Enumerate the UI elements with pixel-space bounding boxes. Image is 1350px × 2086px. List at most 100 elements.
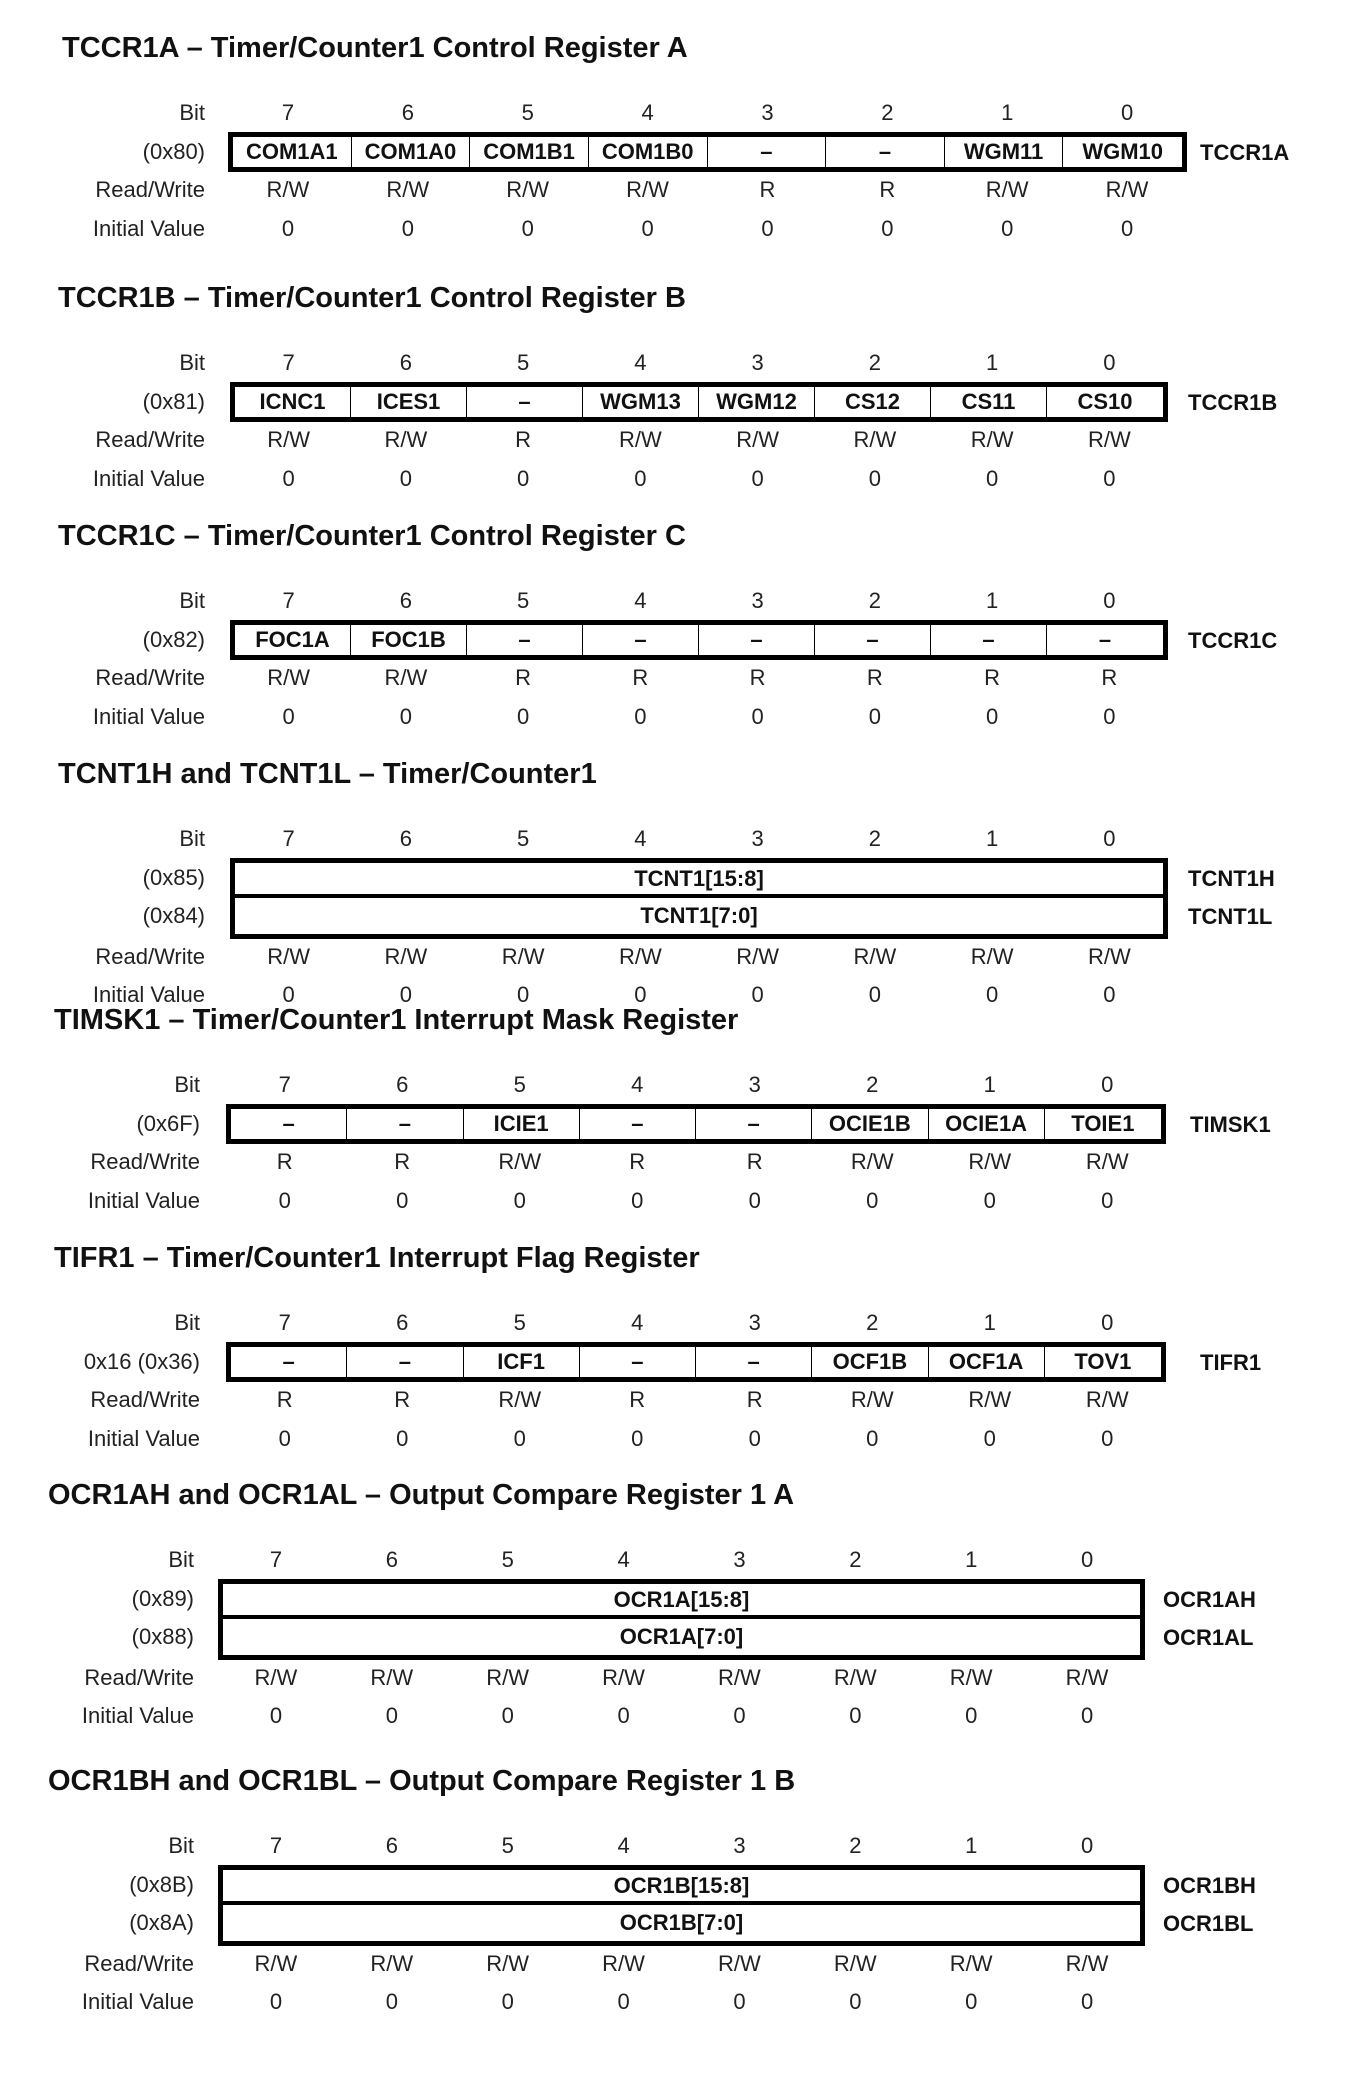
bit-number: 3 <box>733 1833 746 1858</box>
register-address: (0x88) <box>131 1624 194 1649</box>
register-name: TCNT1L <box>1188 904 1273 929</box>
bit-number: 5 <box>521 100 534 125</box>
initial-value-label: Initial Value <box>92 982 205 1007</box>
register-address: (0x89) <box>131 1585 194 1611</box>
bit-number: 2 <box>849 1833 862 1858</box>
bit-field: ICNC1 <box>235 386 351 417</box>
read-write-label: Read/Write <box>95 177 205 202</box>
read-write-value: R/W <box>254 1664 298 1690</box>
bit-field: WGM13 <box>583 386 699 417</box>
read-write-value: R/W <box>949 1664 993 1690</box>
read-write-value: R <box>866 665 883 690</box>
initial-value: 0 <box>617 1703 630 1728</box>
initial-value: 0 <box>1120 215 1134 241</box>
read-write-value: R/W <box>267 943 310 969</box>
section-title: OCR1BH and OCR1BL – Output Compare Regis… <box>48 1765 796 1797</box>
read-write-label: Read/Write <box>90 1387 200 1412</box>
initial-value: 0 <box>881 215 894 241</box>
bit-field: OCF1A <box>929 1346 1045 1377</box>
initial-value: 0 <box>282 982 295 1007</box>
initial-value: 0 <box>634 465 647 491</box>
bit-field: ICES1 <box>351 386 467 417</box>
bit-number: 3 <box>751 588 764 613</box>
initial-value-label: Initial Value <box>87 1425 200 1451</box>
bit-number: 4 <box>634 826 647 851</box>
register-address: (0x82) <box>142 626 205 652</box>
bit-field: WGM11 <box>945 136 1064 167</box>
register-section: TCCR1A – Timer/Counter1 Control Register… <box>0 0 1350 241</box>
read-write-value: R/W <box>618 943 662 969</box>
register-address: (0x6F) <box>136 1110 200 1136</box>
read-write-value: R <box>515 665 532 690</box>
read-write-value: R/W <box>970 427 1014 452</box>
initial-value: 0 <box>1103 703 1116 729</box>
initial-value-label: Initial Value <box>92 465 205 491</box>
bit-number: 0 <box>1103 588 1116 613</box>
read-write-value: R <box>276 1149 293 1174</box>
read-write-value: R/W <box>370 1950 414 1976</box>
bit-number: 5 <box>513 1310 526 1335</box>
initial-value: 0 <box>965 1703 978 1728</box>
register-box: ICNC1 ICES1– WGM13 WGM12 CS12 CS11 CS10 <box>230 381 1168 422</box>
initial-value: 0 <box>733 1989 746 2014</box>
register-address: (0x8A) <box>129 1910 194 1935</box>
read-write-value: R/W <box>384 427 428 452</box>
initial-value: 0 <box>278 1187 291 1213</box>
read-write-value: R/W <box>1087 943 1131 969</box>
read-write-value: R <box>394 1387 411 1412</box>
initial-value: 0 <box>281 215 295 241</box>
register-name: OCR1BL <box>1163 1911 1254 1936</box>
initial-value: 0 <box>401 215 414 241</box>
read-write-value: R/W <box>254 1950 298 1976</box>
register-section: TIMSK1 – Timer/Counter1 Interrupt Mask R… <box>0 972 1350 1213</box>
initial-value: 0 <box>1101 1425 1114 1451</box>
bit-field: ICF1 <box>464 1346 580 1377</box>
bit-number: 1 <box>983 1072 996 1097</box>
bit-number: 5 <box>513 1072 526 1097</box>
register-section: TCCR1C – Timer/Counter1 Control Register… <box>0 488 1350 729</box>
bit-field: COM1B1 <box>470 136 589 167</box>
bit-field: – <box>696 1108 813 1139</box>
register-section: TIFR1 – Timer/Counter1 Interrupt Flag Re… <box>0 1210 1350 1451</box>
bit-field: COM1A0 <box>352 136 471 167</box>
read-write-value: R/W <box>850 1387 894 1412</box>
bit-field: – <box>347 1108 464 1139</box>
bit-field: – <box>231 1108 348 1139</box>
initial-value: 0 <box>399 982 412 1007</box>
initial-value: 0 <box>866 1425 879 1451</box>
initial-value: 0 <box>513 1187 526 1213</box>
initial-value-label: Initial Value <box>81 1989 194 2014</box>
bit-field: CS10 <box>1077 388 1133 414</box>
register-address: (0x85) <box>142 864 205 890</box>
read-write-value: R/W <box>968 1149 1012 1174</box>
read-write-value: R/W <box>985 177 1029 202</box>
initial-value: 0 <box>269 1703 283 1728</box>
initial-value: 0 <box>748 1187 761 1213</box>
bit-number: 6 <box>385 1833 398 1858</box>
bit-field: – <box>826 136 945 167</box>
initial-value: 0 <box>517 703 530 729</box>
read-write-value: R/W <box>949 1950 993 1976</box>
bit-number: 3 <box>733 1547 746 1572</box>
read-write-value: R <box>749 665 766 690</box>
bit-label: Bit <box>168 1547 194 1572</box>
initial-value: 0 <box>751 982 764 1007</box>
read-write-value: R/W <box>736 943 779 969</box>
section-title: TCCR1B – Timer/Counter1 Control Register… <box>58 282 686 314</box>
bit-field: – <box>347 1346 464 1377</box>
register-address: 0x16 (0x36) <box>83 1348 200 1374</box>
bit-field: – <box>583 624 699 655</box>
register-name: TIFR1 <box>1200 1349 1262 1375</box>
initial-value: 0 <box>634 982 647 1007</box>
read-write-value: R/W <box>1085 1149 1129 1174</box>
initial-value: 0 <box>965 1989 978 2014</box>
bit-field: CS11 <box>931 386 1047 417</box>
bit-number: 7 <box>282 826 295 851</box>
read-write-label: Read/Write <box>84 1664 194 1690</box>
bit-label: Bit <box>179 826 205 851</box>
register-name: TCNT1H <box>1188 865 1275 891</box>
read-write-value: R <box>759 177 776 202</box>
register-address: (0x8B) <box>129 1871 194 1897</box>
bit-number: 6 <box>399 826 412 851</box>
bit-number: 5 <box>517 588 530 613</box>
